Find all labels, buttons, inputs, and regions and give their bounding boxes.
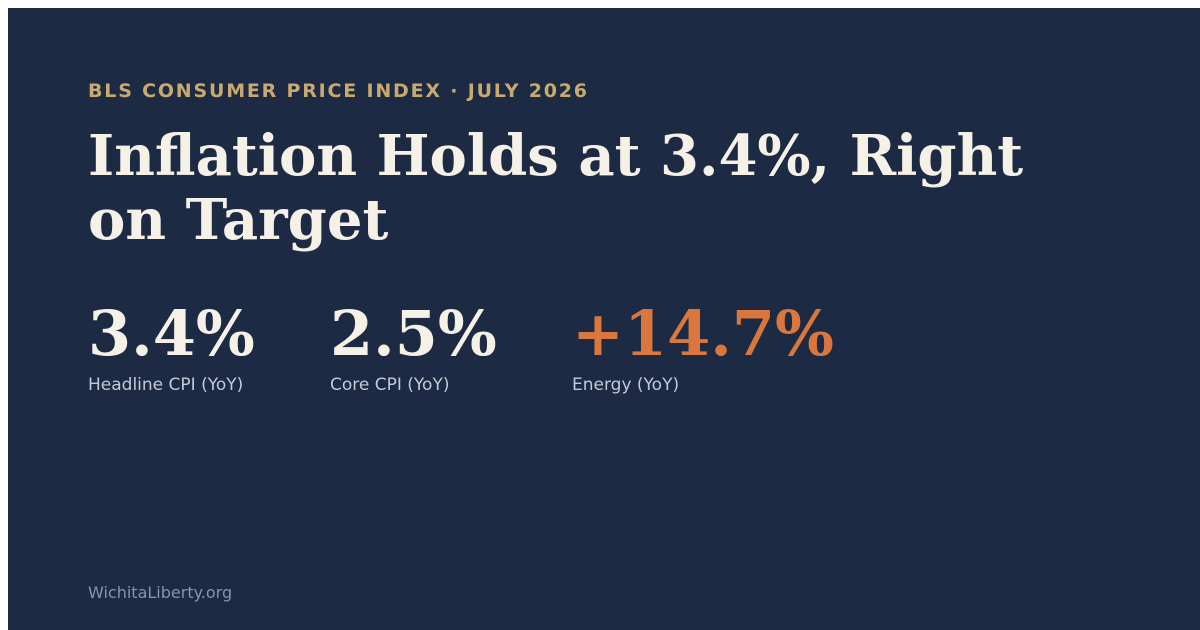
stat-energy: +14.7% Energy (YoY) xyxy=(572,298,892,396)
kicker-label: BLS CONSUMER PRICE INDEX · JULY 2026 xyxy=(88,80,589,102)
stat-label: Energy (YoY) xyxy=(572,375,680,395)
stat-value: 2.5% xyxy=(330,297,497,370)
stats-row: 3.4% Headline CPI (YoY) 2.5% Core CPI (Y… xyxy=(88,298,892,396)
stat-label: Core CPI (YoY) xyxy=(330,375,450,395)
stat-value: +14.7% xyxy=(572,297,834,370)
social-card: BLS CONSUMER PRICE INDEX · JULY 2026 Inf… xyxy=(8,8,1200,630)
stat-label: Headline CPI (YoY) xyxy=(88,375,244,395)
stat-core-cpi: 2.5% Core CPI (YoY) xyxy=(330,298,572,396)
source-footer: WichitaLiberty.org xyxy=(88,583,233,602)
headline: Inflation Holds at 3.4%, Right on Target xyxy=(88,123,1024,253)
stat-value: 3.4% xyxy=(88,297,255,370)
stat-headline-cpi: 3.4% Headline CPI (YoY) xyxy=(88,298,330,396)
